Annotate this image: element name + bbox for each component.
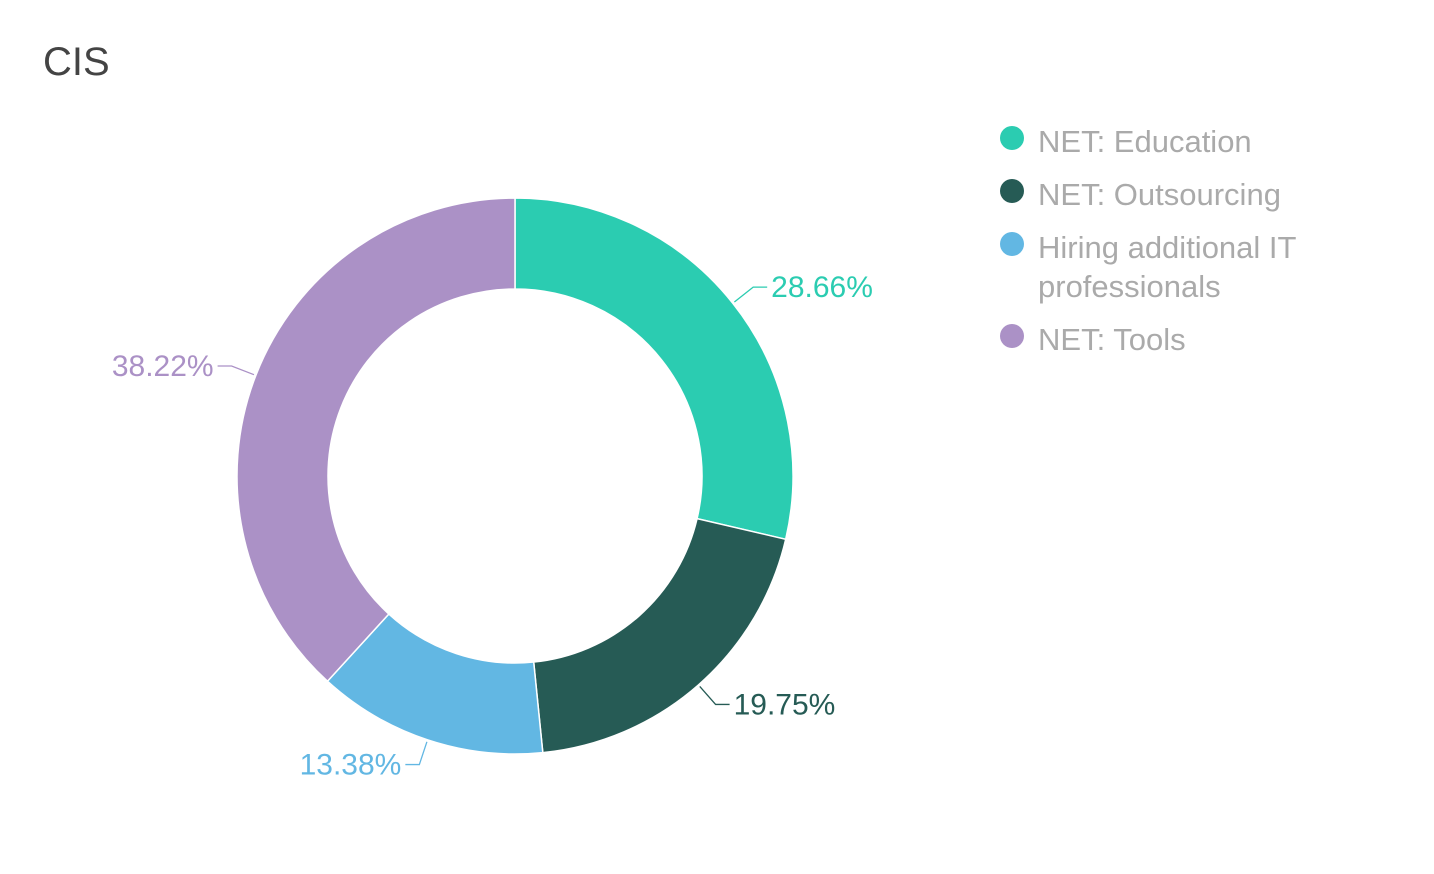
legend-label-hiring: Hiring additional IT professionals (1038, 230, 1296, 304)
slice-label-hiring: 13.38% (300, 749, 402, 782)
legend-item-education[interactable]: NET: Education (1000, 122, 1400, 161)
legend-label-tools: NET: Tools (1038, 322, 1186, 357)
legend-marker-education (1000, 126, 1024, 150)
legend-marker-tools (1000, 324, 1024, 348)
donut-slice-education[interactable] (514, 197, 794, 541)
slice-label-education: 28.66% (771, 271, 873, 304)
legend-marker-hiring (1000, 232, 1024, 256)
legend-item-hiring[interactable]: Hiring additional IT professionals (1000, 228, 1400, 306)
donut-slices (236, 197, 794, 755)
slice-labels: 28.66% 19.75% 13.38% 38.22% (112, 271, 873, 781)
legend: NET: Education NET: Outsourcing Hiring a… (1000, 122, 1400, 373)
label-leader-hiring (405, 741, 428, 766)
label-leader-outsourcing (699, 685, 730, 706)
slice-label-outsourcing: 19.75% (734, 688, 836, 721)
donut-slice-tools[interactable] (236, 197, 516, 683)
label-leader-education (733, 286, 768, 303)
chart-title: CIS (43, 40, 110, 84)
slice-label-tools: 38.22% (112, 350, 214, 383)
legend-marker-outsourcing (1000, 179, 1024, 203)
label-leaders (217, 286, 768, 766)
label-leader-tools (217, 365, 255, 376)
legend-label-education: NET: Education (1038, 124, 1252, 159)
legend-label-outsourcing: NET: Outsourcing (1038, 177, 1281, 212)
legend-item-tools[interactable]: NET: Tools (1000, 320, 1400, 359)
legend-item-outsourcing[interactable]: NET: Outsourcing (1000, 175, 1400, 214)
